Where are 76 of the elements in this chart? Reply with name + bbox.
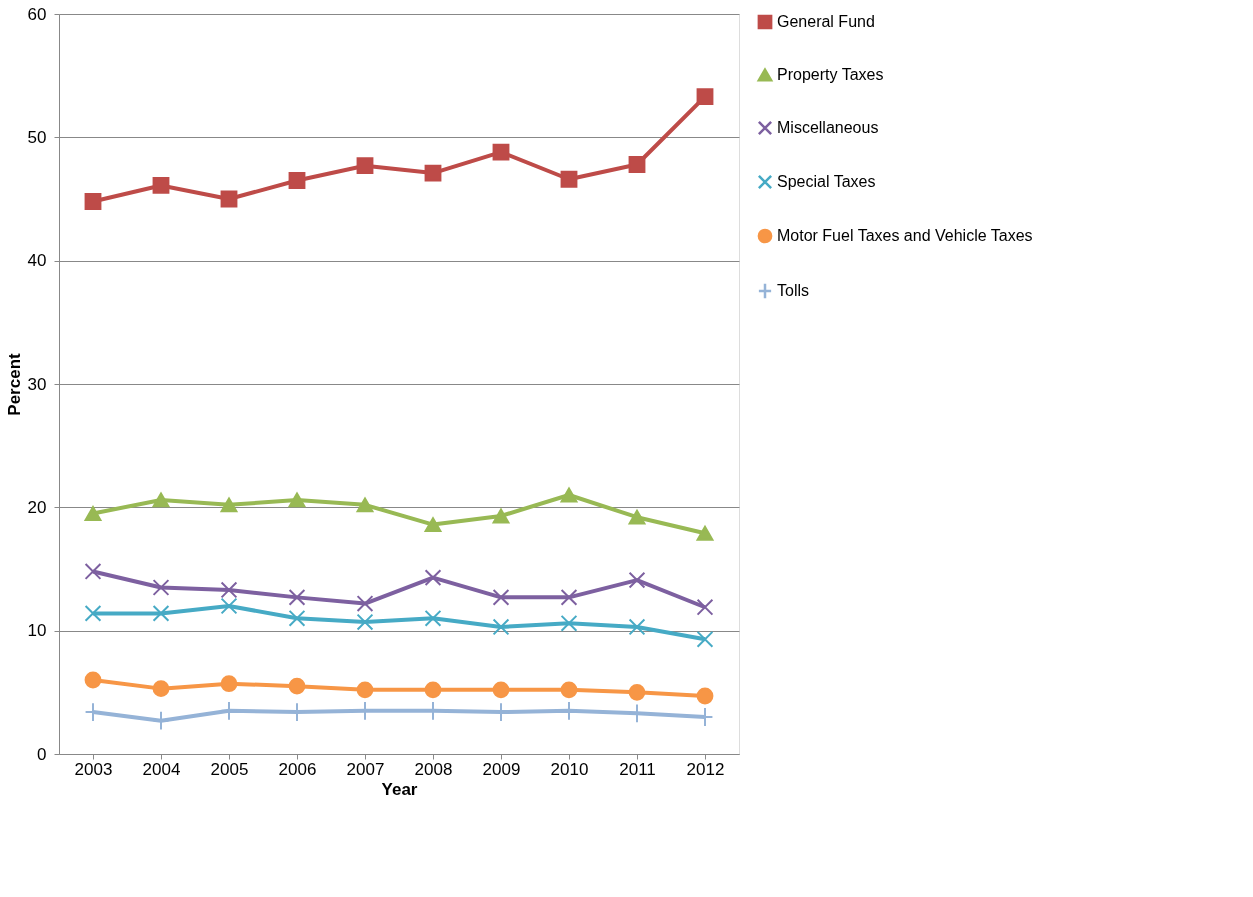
point (628, 571, 646, 589)
x-tick-label: 2004 (142, 759, 181, 779)
legend-label: Miscellaneous (777, 119, 879, 136)
point (288, 588, 306, 606)
point (84, 563, 102, 580)
point (356, 613, 374, 631)
point (84, 506, 102, 521)
x-tick-label: 2010 (550, 759, 589, 779)
point (84, 604, 102, 622)
y-tick-label: 10 (27, 621, 47, 641)
point (560, 681, 578, 699)
point (628, 683, 646, 701)
point (492, 508, 510, 524)
point (696, 687, 714, 705)
x-tick-label: 2006 (278, 759, 317, 779)
point (492, 681, 510, 699)
y-tick-label: 30 (27, 374, 47, 394)
legend-label: Motor Fuel Taxes and Vehicle Taxes (777, 227, 1033, 244)
x-tick-label: 2007 (346, 759, 385, 779)
point (696, 525, 714, 541)
point (152, 604, 170, 622)
point (424, 164, 442, 182)
point (492, 143, 510, 161)
point (356, 157, 374, 175)
point (492, 588, 510, 606)
point (220, 597, 238, 615)
x-tick-label: 2005 (210, 759, 249, 779)
point (492, 618, 510, 636)
x-tick-label: 2012 (686, 759, 725, 779)
y-tick-label: 60 (27, 4, 47, 24)
y-tick-label: 40 (27, 251, 47, 271)
y-axis-title: Percent (4, 352, 24, 416)
point (424, 609, 442, 627)
point (696, 88, 714, 106)
point (152, 492, 170, 508)
point (288, 609, 306, 627)
point (220, 675, 238, 693)
legend-label: General Fund (777, 13, 875, 30)
point (152, 579, 170, 596)
point (696, 598, 714, 616)
x-tick-label: 2011 (619, 759, 656, 779)
point (424, 681, 442, 699)
point (288, 172, 306, 189)
point (696, 630, 714, 648)
x-tick-label: 2008 (414, 759, 453, 779)
legend-label: Tolls (777, 282, 810, 299)
x-tick-label: 2009 (482, 759, 521, 779)
point (152, 710, 170, 731)
x-tick-label: 2003 (74, 759, 113, 779)
point (424, 569, 442, 587)
point (220, 497, 238, 513)
point (628, 509, 646, 525)
point (220, 581, 238, 599)
point (424, 517, 442, 533)
legend-label: Special Taxes (777, 173, 876, 190)
y-tick-label: 0 (37, 744, 47, 764)
point (628, 156, 646, 173)
point (84, 671, 102, 689)
point (560, 170, 578, 188)
point (84, 193, 102, 210)
point (152, 177, 170, 194)
point (152, 680, 170, 698)
legend-label: Property Taxes (777, 66, 884, 83)
point (288, 677, 306, 695)
point (356, 497, 374, 513)
point (560, 614, 578, 632)
x-axis-title: Year (381, 779, 418, 799)
point (220, 190, 238, 208)
point (628, 618, 646, 636)
point (288, 492, 306, 508)
point (356, 595, 374, 612)
point (560, 487, 578, 503)
y-tick-label: 50 (27, 127, 47, 147)
point (560, 588, 578, 606)
y-tick-label: 20 (27, 497, 47, 517)
point (356, 681, 374, 699)
